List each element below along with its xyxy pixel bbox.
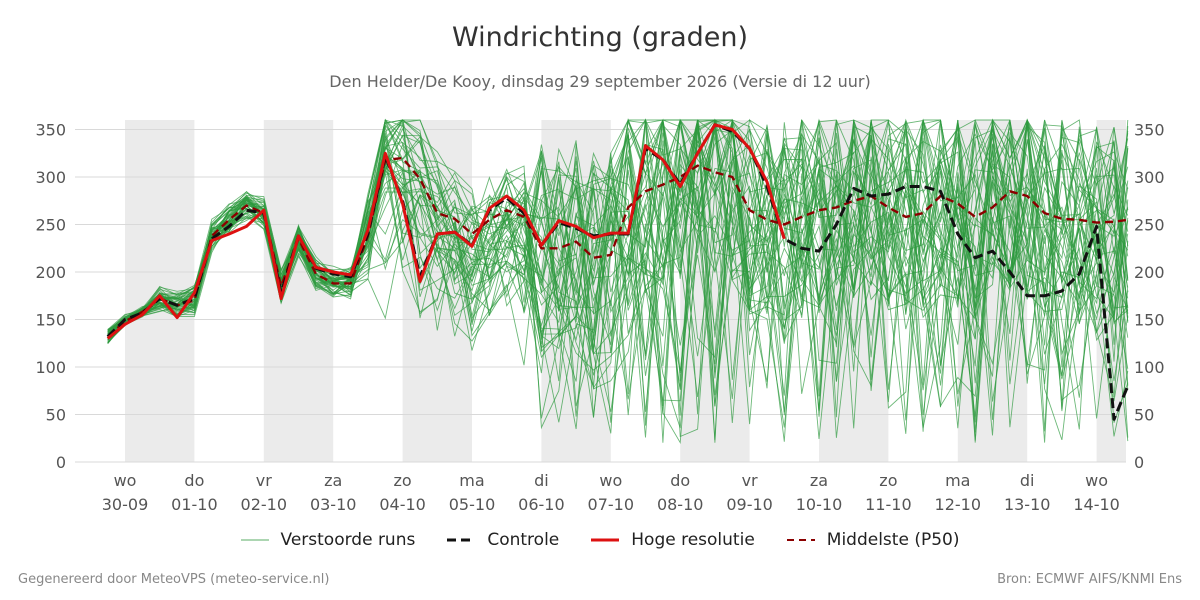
- y-tick-label: 300: [35, 168, 66, 187]
- x-tick-day: di: [534, 471, 549, 490]
- y-axis-left: 0 50 100 150 200 250 300 350: [35, 121, 66, 473]
- footer-source: Bron: ECMWF AIFS/KNMI Ens: [997, 572, 1182, 587]
- x-tick-day: do: [184, 471, 204, 490]
- y-tick-label: 50: [1134, 406, 1154, 425]
- x-tick-day: ma: [459, 471, 484, 490]
- chart-subtitle: Den Helder/De Kooy, dinsdag 29 september…: [329, 72, 871, 91]
- x-axis: wo 30-09 do 01-10 vr 02-10 za 03-10 zo 04-10 ma 05-…: [102, 471, 1120, 514]
- y-tick-label: 350: [35, 121, 66, 140]
- series-line-hires: [106, 123, 786, 340]
- legend-swatch-median: [786, 539, 815, 541]
- legend-label-control: Controle: [487, 530, 560, 550]
- x-tick-date: 04-10: [379, 495, 426, 514]
- x-tick-date: 13-10: [1004, 495, 1051, 514]
- main-series-lines: [106, 123, 1130, 421]
- y-tick-label: 200: [35, 263, 66, 282]
- y-tick-label: 150: [35, 311, 66, 330]
- x-tick-date: 14-10: [1073, 495, 1120, 514]
- x-tick-date: 12-10: [935, 495, 982, 514]
- x-tick-date: 07-10: [588, 495, 635, 514]
- x-tick-date: 10-10: [796, 495, 843, 514]
- x-tick-day: wo: [1085, 471, 1108, 490]
- x-tick-day: za: [810, 471, 828, 490]
- x-tick-date: 08-10: [657, 495, 704, 514]
- legend-item-hires: Hoge resolutie: [591, 530, 755, 550]
- x-tick-day: zo: [394, 471, 412, 490]
- y-tick-label: 100: [35, 358, 66, 377]
- legend-item-median: Middelste (P50): [786, 530, 960, 550]
- y-axis-right: 0 50 100 150 200 250 300 350: [1134, 121, 1165, 473]
- x-tick-date: 30-09: [102, 495, 149, 514]
- legend-item-control: Controle: [447, 530, 559, 550]
- y-tick-label: 100: [1134, 358, 1165, 377]
- y-tick-label: 200: [1134, 263, 1165, 282]
- x-tick-day: vr: [256, 471, 272, 490]
- y-tick-label: 0: [1134, 453, 1144, 472]
- x-tick-day: wo: [114, 471, 137, 490]
- series-line-median: [106, 156, 1128, 338]
- y-tick-label: 350: [1134, 121, 1165, 140]
- legend-item-ensemble: Verstoorde runs: [240, 530, 416, 550]
- chart-title: Windrichting (graden): [451, 22, 749, 53]
- x-tick-day: do: [670, 471, 690, 490]
- x-tick-day: wo: [599, 471, 622, 490]
- legend-swatch-control: [447, 538, 476, 542]
- legend-label-median: Middelste (P50): [826, 530, 960, 550]
- y-tick-label: 250: [1134, 216, 1165, 235]
- legend: Verstoorde runs Controle Hoge resolutie …: [0, 530, 1200, 550]
- x-tick-date: 09-10: [726, 495, 773, 514]
- legend-label-ensemble: Verstoorde runs: [280, 530, 416, 550]
- y-tick-label: 50: [46, 406, 66, 425]
- x-tick-day: zo: [879, 471, 897, 490]
- x-tick-day: di: [1020, 471, 1035, 490]
- x-tick-date: 11-10: [865, 495, 912, 514]
- x-tick-date: 03-10: [310, 495, 357, 514]
- x-tick-day: za: [324, 471, 342, 490]
- x-tick-day: ma: [945, 471, 970, 490]
- ensemble-member-line: [107, 124, 1129, 388]
- legend-label-hires: Hoge resolutie: [631, 530, 755, 550]
- y-tick-label: 300: [1134, 168, 1165, 187]
- x-tick-date: 02-10: [241, 495, 288, 514]
- footer-generator: Gegenereerd door MeteoVPS (meteo-service…: [18, 572, 330, 587]
- y-tick-label: 0: [56, 453, 66, 472]
- shade-band: [263, 120, 334, 462]
- legend-swatch-hires: [591, 538, 620, 542]
- ensemble-member-line: [107, 120, 1129, 443]
- y-tick-label: 250: [35, 216, 66, 235]
- ensemble-member-line: [107, 118, 1129, 441]
- x-tick-date: 01-10: [171, 495, 218, 514]
- legend-swatch-ensemble: [240, 539, 269, 541]
- y-tick-label: 150: [1134, 311, 1165, 330]
- x-tick-day: vr: [742, 471, 758, 490]
- x-tick-date: 05-10: [449, 495, 496, 514]
- x-tick-date: 06-10: [518, 495, 565, 514]
